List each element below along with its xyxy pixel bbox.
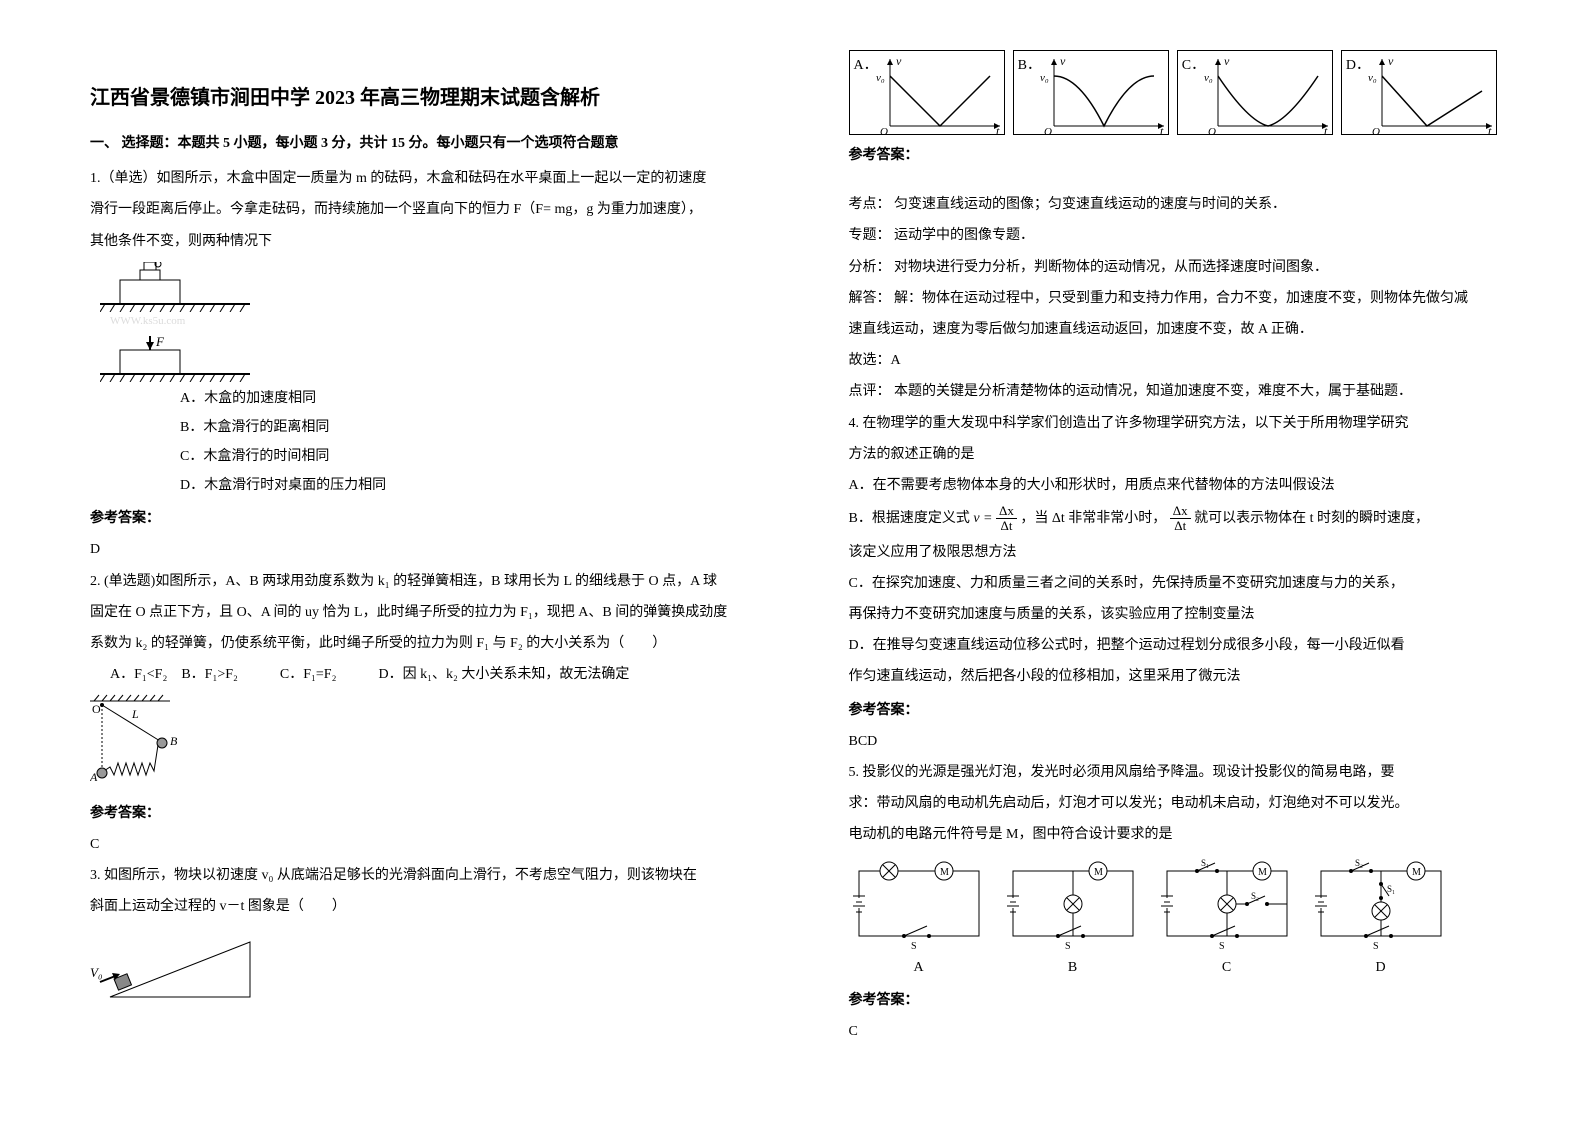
q3-graph-d: D． v t v₀ O (1341, 50, 1497, 135)
svg-text:S₁: S₁ (1387, 884, 1395, 894)
q1-answer: D (90, 537, 739, 562)
q4-choice-d2: 作匀速直线运动，然后把各小段的位移相加，这里采用了微元法 (849, 664, 1498, 689)
q3-fx: 分析： 对物块进行受力分析，判断物体的运动情况，从而选择速度时间图象． (849, 255, 1498, 280)
q4-choice-a: A．在不需要考虑物体本身的大小和形状时，用质点来代替物体的方法叫假设法 (849, 473, 1498, 498)
right-column: A． v t v₀ O B． v t v₀ O (794, 0, 1587, 1122)
left-column: 江西省景德镇市涧田中学 2023 年高三物理期末试题含解析 一、 选择题：本题共… (0, 0, 794, 1122)
svg-text:O: O (92, 702, 101, 716)
svg-text:v: v (896, 54, 902, 68)
q5-circuit-a: M S A (849, 856, 989, 980)
svg-text:v₀: v₀ (1204, 72, 1213, 84)
svg-text:O: O (1044, 126, 1052, 136)
svg-text:S₁: S₁ (1201, 858, 1209, 868)
q4-answer: BCD (849, 729, 1498, 754)
svg-text:M: M (940, 867, 949, 878)
svg-text:A: A (90, 770, 98, 783)
q4-choice-c1: C．在探究加速度、力和质量三者之间的关系时，先保持质量不变研究加速度与力的关系， (849, 571, 1498, 596)
q3-figure: V₀ (90, 927, 739, 1016)
q3-kd: 考点： 匀变速直线运动的图像；匀变速直线运动的速度与时间的关系． (849, 192, 1498, 217)
q5-circuit-b: M S B (1003, 856, 1143, 980)
q1-choices: A．木盒的加速度相同 B．木盒滑行的距离相同 C．木盒滑行的时间相同 D．木盒滑… (90, 386, 739, 499)
q4-stem-1: 4. 在物理学的重大发现中科学家们创造出了许多物理学研究方法，以下关于所用物理学… (849, 411, 1498, 436)
section-header: 一、 选择题：本题共 5 小题，每小题 3 分，共计 15 分。每小题只有一个选… (90, 131, 739, 156)
q1-stem-1: 1.（单选）如图所示，木盒中固定一质量为 m 的砝码，木盒和砝码在水平桌面上一起… (90, 166, 739, 191)
svg-text:L: L (131, 707, 139, 721)
q1-choice-c: C．木盒滑行的时间相同 (180, 444, 739, 469)
svg-text:v₀: v₀ (876, 72, 885, 84)
q1-answer-hdr: 参考答案： (90, 506, 739, 531)
force-label: F (155, 334, 165, 349)
q3-dp: 点评： 本题的关键是分析清楚物体的运动情况，知道加速度不变，难度不大，属于基础题… (849, 379, 1498, 404)
q2-figure: O L B A (90, 693, 739, 792)
q4-choice-b2: 该定义应用了极限思想方法 (849, 540, 1498, 565)
q3-zt: 专题： 运动学中的图像专题． (849, 223, 1498, 248)
q3-graph-a: A． v t v₀ O (849, 50, 1005, 135)
svg-text:S: S (911, 941, 917, 951)
q2-stem-2: 固定在 O 点正下方，且 O、A 间的 uy 恰为 L，此时绳子所受的拉力为 F… (90, 600, 739, 625)
svg-text:S: S (1065, 941, 1071, 951)
q3-graph-row: A． v t v₀ O B． v t v₀ O (849, 50, 1498, 135)
q2-choices: A．F₁<F₂ B．F₁>F₂ C．F₁=F₂ D．因 k₁、k₂ 大小关系未知… (90, 662, 739, 687)
q1-choice-b: B．木盒滑行的距离相同 (180, 415, 739, 440)
q5-answer: C (849, 1019, 1498, 1044)
svg-text:v₀: v₀ (1368, 72, 1377, 84)
q5-stem-2: 求：带动风扇的电动机先启动后，灯泡才可以发光；电动机未启动，灯泡绝对不可以发光。 (849, 791, 1498, 816)
q4-choice-b: B．根据速度定义式 v = ΔxΔt ，当 Δt 非常非常小时， ΔxΔt 就可… (849, 504, 1498, 534)
svg-text:M: M (1258, 867, 1267, 878)
q5-stem-3: 电动机的电路元件符号是 M，图中符合设计要求的是 (849, 822, 1498, 847)
q2-answer-hdr: 参考答案： (90, 801, 739, 826)
q4-answer-hdr: 参考答案： (849, 698, 1498, 723)
q3-graph-c: C． v t v₀ O (1177, 50, 1333, 135)
watermark: WWW.ks5u.com (110, 312, 739, 332)
q2-stem-1: 2. (单选题)如图所示，A、B 两球用劲度系数为 k₁ 的轻弹簧相连，B 球用… (90, 569, 739, 594)
q3-jd1: 解答： 解：物体在运动过程中，只受到重力和支持力作用，合力不变，加速度不变，则物… (849, 286, 1498, 311)
q4-stem-2: 方法的叙述正确的是 (849, 442, 1498, 467)
svg-text:v: v (1060, 54, 1066, 68)
svg-text:S: S (1219, 941, 1225, 951)
q1-stem-3: 其他条件不变，则两种情况下 (90, 229, 739, 254)
q3-jd2: 速直线运动，速度为零后做匀加速直线运动返回，加速度不变，故 A 正确． (849, 317, 1498, 342)
q3-stem-1: 3. 如图所示，物块以初速度 v₀ 从底端沿足够长的光滑斜面向上滑行，不考虑空气… (90, 863, 739, 888)
q5-circuit-d: M S₂ S₁ S D (1311, 856, 1451, 980)
page-title: 江西省景德镇市涧田中学 2023 年高三物理期末试题含解析 (90, 80, 739, 116)
q4-choice-d1: D．在推导匀变速直线运动位移公式时，把整个运动过程划分成很多小段，每一小段近似看 (849, 633, 1498, 658)
q4-choice-c2: 再保持力不变研究加速度与质量的关系，该实验应用了控制变量法 (849, 602, 1498, 627)
svg-text:O: O (880, 126, 888, 136)
q1-figure: WWW.ks5u.com F (100, 262, 739, 382)
q2-answer: C (90, 832, 739, 857)
q2-stem-3: 系数为 k₂ 的轻弹簧，仍使系统平衡，此时绳子所受的拉力为则 F₁ 与 F₂ 的… (90, 631, 739, 656)
q3-gx: 故选：A (849, 348, 1498, 373)
svg-text:v: v (1224, 54, 1230, 68)
svg-text:S: S (1373, 941, 1379, 951)
q5-circuit-row: M S A M S (849, 856, 1498, 980)
svg-text:V₀: V₀ (90, 965, 102, 980)
svg-text:S₂: S₂ (1355, 858, 1363, 868)
svg-text:v: v (1388, 54, 1394, 68)
q1-stem-2: 滑行一段距离后停止。今拿走砝码，而持续施加一个竖直向下的恒力 F（F= mg，g… (90, 197, 739, 222)
q3-answer-hdr: 参考答案： (849, 143, 1498, 168)
svg-text:M: M (1412, 867, 1421, 878)
q5-circuit-c: M S₁ S₂ S C (1157, 856, 1297, 980)
q1-choice-a: A．木盒的加速度相同 (180, 386, 739, 411)
q1-choice-d: D．木盒滑行时对桌面的压力相同 (180, 473, 739, 498)
svg-text:S₂: S₂ (1251, 891, 1259, 901)
svg-text:v₀: v₀ (1040, 72, 1049, 84)
q5-answer-hdr: 参考答案： (849, 988, 1498, 1013)
q3-graph-b: B． v t v₀ O (1013, 50, 1169, 135)
svg-text:O: O (1372, 126, 1380, 136)
svg-text:O: O (1208, 126, 1216, 136)
svg-text:M: M (1094, 867, 1103, 878)
svg-text:B: B (170, 734, 178, 748)
q3-stem-2: 斜面上运动全过程的 v－t 图象是（ ） (90, 894, 739, 919)
q5-stem-1: 5. 投影仪的光源是强光灯泡，发光时必须用风扇给予降温。现设计投影仪的简易电路，… (849, 760, 1498, 785)
